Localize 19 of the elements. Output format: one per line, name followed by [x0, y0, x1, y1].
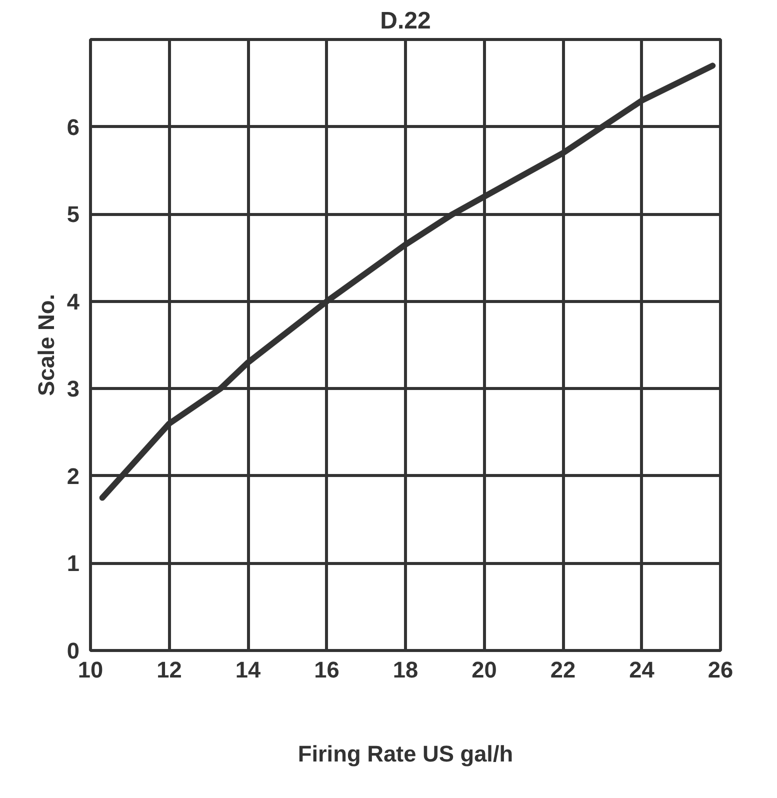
y-tick-label: 6 — [66, 114, 80, 140]
y-tick-label: 1 — [66, 550, 80, 576]
y-tick-label: 0 — [66, 638, 80, 664]
x-tick-label: 26 — [708, 656, 734, 682]
y-tick-label: 2 — [66, 462, 80, 489]
y-tick-label: 5 — [66, 201, 80, 228]
x-tick-label: 12 — [156, 656, 182, 682]
x-tick-label: 16 — [314, 656, 340, 682]
x-axis-title: Firing Rate US gal/h — [298, 740, 514, 766]
x-tick-label: 22 — [550, 656, 576, 682]
x-tick-label: 18 — [392, 656, 418, 682]
x-tick-label: 14 — [235, 656, 261, 682]
y-tick-label: 4 — [66, 288, 80, 314]
x-tick-label: 24 — [629, 656, 655, 682]
y-axis-title: Scale No. — [32, 294, 59, 396]
x-tick-label: 20 — [472, 656, 497, 682]
x-tick-label: 10 — [78, 656, 104, 682]
y-tick-label: 3 — [66, 376, 80, 402]
chart-title: D.22 — [380, 8, 431, 34]
